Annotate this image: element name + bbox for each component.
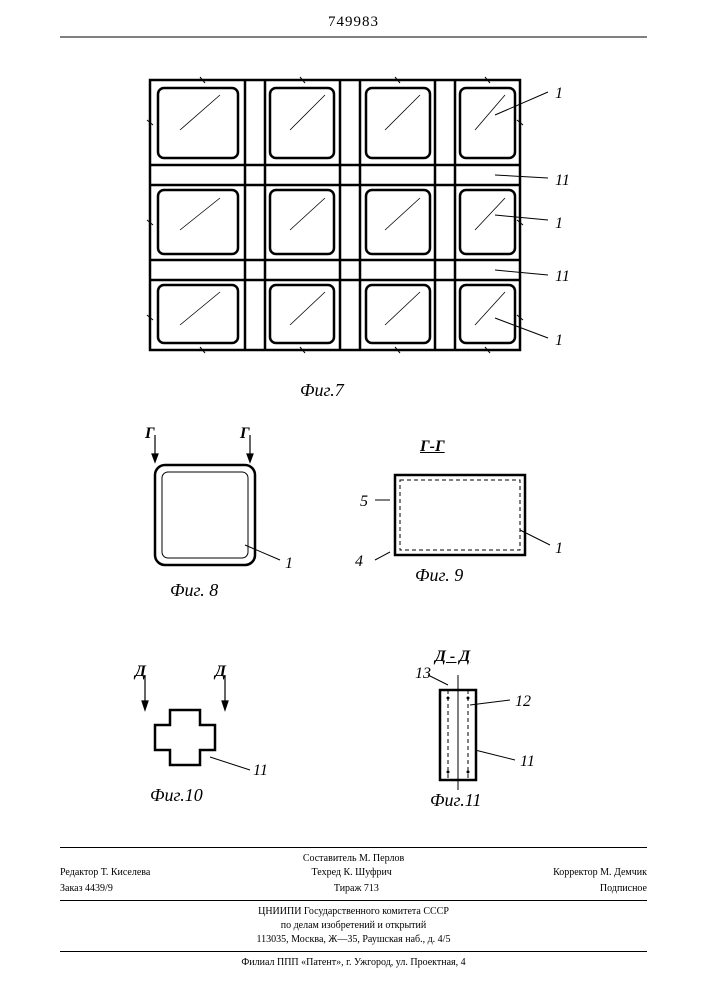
fig8-section-left: Г <box>145 425 155 443</box>
fig11-label-12: 12 <box>515 693 531 711</box>
fig7-label-11a: 11 <box>555 172 570 190</box>
fig11-section: Д - Д <box>435 648 470 666</box>
fig8-drawing <box>130 430 300 600</box>
fig10-section-left: Д <box>135 663 146 681</box>
header-rule <box>60 36 647 38</box>
footer-line2: по делам изобретений и открытий <box>60 919 647 933</box>
fig10-section-right: Д <box>215 663 226 681</box>
fig7-label-1a: 1 <box>555 85 563 103</box>
fig9-label-1: 1 <box>555 540 563 558</box>
fig7-label-11b: 11 <box>555 268 570 286</box>
footer-line3: 113035, Москва, Ж—35, Раушская наб., д. … <box>60 933 647 947</box>
footer-line4: Филиал ППП «Патент», г. Ужгород, ул. Про… <box>60 956 647 970</box>
fig10-label-11: 11 <box>253 762 268 780</box>
footer-corrector: Корректор М. Демчик <box>553 866 647 880</box>
fig9-section: Г-Г <box>420 438 445 456</box>
fig11-caption: Фиг.11 <box>430 790 481 811</box>
fig8-label-1: 1 <box>285 555 293 573</box>
fig11-label-11: 11 <box>520 753 535 771</box>
fig11-label-13: 13 <box>415 665 431 683</box>
fig9-caption: Фиг. 9 <box>415 565 463 586</box>
footer-editor: Редактор Т. Киселева <box>60 866 150 880</box>
fig10-caption: Фиг.10 <box>150 785 203 806</box>
fig7-drawing <box>140 70 565 380</box>
fig8-section-right: Г <box>240 425 250 443</box>
fig7-label-1c: 1 <box>555 332 563 350</box>
footer-order: Заказ 4439/9 <box>60 882 113 896</box>
footer-tirage: Тираж 713 <box>334 882 379 896</box>
footer-signed: Подписное <box>600 882 647 896</box>
fig9-label-4: 4 <box>355 553 363 571</box>
footer-techred: Техред К. Шуфрич <box>312 866 392 880</box>
fig9-drawing <box>370 450 570 590</box>
fig9-label-5: 5 <box>360 493 368 511</box>
footer-composer: Составитель М. Перлов <box>60 852 647 866</box>
fig8-caption: Фиг. 8 <box>170 580 218 601</box>
footer-block: Составитель М. Перлов Редактор Т. Киселе… <box>60 843 647 970</box>
fig7-caption: Фиг.7 <box>300 380 344 401</box>
footer-line1: ЦНИИПИ Государственного комитета СССР <box>60 905 647 919</box>
fig7-label-1b: 1 <box>555 215 563 233</box>
patent-number: 749983 <box>0 14 707 31</box>
